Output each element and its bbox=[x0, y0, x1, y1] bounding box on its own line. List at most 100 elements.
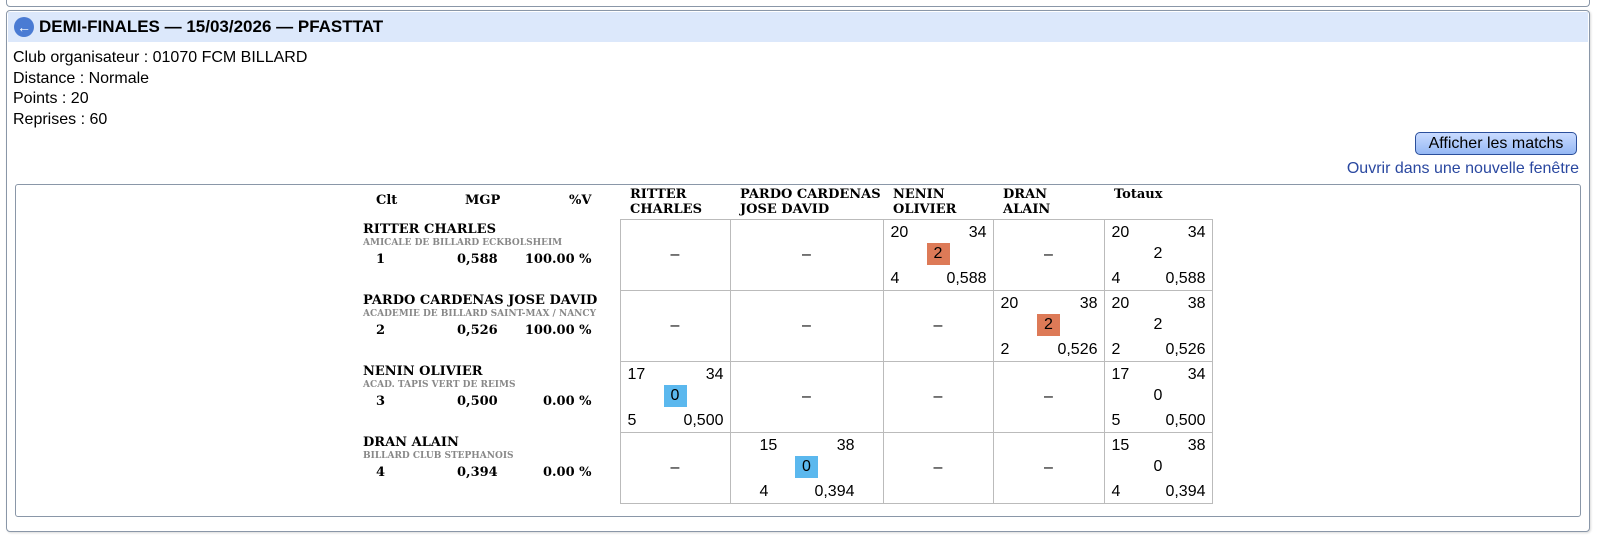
match-points: 20 bbox=[890, 223, 909, 241]
match-average: 0,500 bbox=[683, 411, 724, 429]
player-win-pct: 100.00 % bbox=[524, 323, 592, 338]
total-reprises: 2 bbox=[1111, 340, 1121, 358]
match-caramboles: 38 bbox=[836, 436, 855, 454]
player-mgp: 0,526 bbox=[457, 323, 498, 338]
table-row: PARDO CARDENAS JOSE DAVID ACADEMIE DE BI… bbox=[350, 289, 1213, 362]
table-row: DRAN ALAIN BILLARD CLUB STEPHANOIS 4 0,3… bbox=[350, 431, 1213, 504]
player-rank: 2 bbox=[376, 323, 386, 338]
match-reprises: 4 bbox=[759, 482, 769, 500]
previous-panel-edge bbox=[6, 0, 1590, 7]
player-win-pct: 100.00 % bbox=[524, 252, 592, 267]
total-reprises: 4 bbox=[1111, 269, 1121, 287]
col-header-pv: %V bbox=[569, 193, 592, 208]
player-cell: DRAN ALAIN BILLARD CLUB STEPHANOIS 4 0,3… bbox=[350, 432, 621, 503]
player-name: RITTER CHARLES bbox=[363, 222, 496, 237]
player-name: PARDO CARDENAS JOSE DAVID bbox=[363, 293, 598, 308]
distance: Distance : Normale bbox=[13, 69, 150, 87]
match-cell[interactable]: 15 38 0 4 0,394 bbox=[729, 431, 884, 504]
match-average: 0,588 bbox=[946, 269, 987, 287]
match-cell[interactable]: 17 34 0 5 0,500 bbox=[619, 360, 731, 433]
match-result-badge: 2 bbox=[926, 242, 950, 265]
match-cell[interactable]: 20 38 2 2 0,526 bbox=[992, 289, 1105, 362]
match-reprises: 2 bbox=[1000, 340, 1010, 358]
match-points: 15 bbox=[759, 436, 778, 454]
panel-header: ← DEMI-FINALES — 15/03/2026 — PFASTTAT bbox=[8, 12, 1588, 42]
match-result-badge: 0 bbox=[795, 455, 818, 478]
col-header-player-2: PARDO CARDENAS JOSE DAVID bbox=[740, 187, 881, 217]
match-cell-empty: – bbox=[729, 289, 884, 362]
standings-grid: Clt MGP %V RITTER CHARLES PARDO CARDENAS J… bbox=[350, 183, 1213, 504]
player-name: NENIN OLIVIER bbox=[363, 364, 483, 379]
total-points: 20 bbox=[1111, 223, 1130, 241]
match-average: 0,526 bbox=[1057, 340, 1098, 358]
total-result: 0 bbox=[1153, 457, 1163, 475]
col-header-clt: Clt bbox=[376, 193, 398, 208]
player-win-pct: 0.00 % bbox=[542, 465, 592, 480]
player-mgp: 0,500 bbox=[457, 394, 498, 409]
match-cell-empty: – bbox=[729, 218, 884, 291]
col-header-player-4: DRAN ALAIN bbox=[1003, 187, 1051, 217]
match-cell[interactable]: 20 34 2 4 0,588 bbox=[882, 218, 994, 291]
totals-cell: 17 34 0 5 0,500 bbox=[1103, 360, 1213, 433]
page-title: DEMI-FINALES — 15/03/2026 — PFASTTAT bbox=[39, 17, 384, 36]
tournament-info: Club organisateur : 01070 FCM BILLARD Di… bbox=[13, 48, 307, 130]
match-average: 0,394 bbox=[814, 482, 855, 500]
match-caramboles: 34 bbox=[968, 223, 987, 241]
total-result: 2 bbox=[1153, 315, 1163, 333]
col-header-player-3: NENIN OLIVIER bbox=[893, 187, 957, 217]
match-caramboles: 38 bbox=[1079, 294, 1098, 312]
match-cell-empty: – bbox=[619, 218, 731, 291]
player-rank: 3 bbox=[376, 394, 386, 409]
player-cell: PARDO CARDENAS JOSE DAVID ACADEMIE DE BI… bbox=[350, 290, 621, 361]
col-header-player-1: RITTER CHARLES bbox=[630, 187, 702, 217]
player-win-pct: 0.00 % bbox=[542, 394, 592, 409]
header-player-cell: Clt MGP %V bbox=[350, 183, 620, 219]
match-cell-empty: – bbox=[882, 360, 994, 433]
table-row: RITTER CHARLES AMICALE DE BILLARD ECKBOL… bbox=[350, 218, 1213, 291]
total-reprises: 5 bbox=[1111, 411, 1121, 429]
open-new-window-link[interactable]: Ouvrir dans une nouvelle fenêtre bbox=[1346, 160, 1579, 177]
total-average: 0,500 bbox=[1165, 411, 1206, 429]
player-cell: RITTER CHARLES AMICALE DE BILLARD ECKBOL… bbox=[350, 219, 621, 290]
player-rank: 1 bbox=[376, 252, 386, 267]
match-caramboles: 34 bbox=[705, 365, 724, 383]
match-result-badge: 2 bbox=[1037, 313, 1060, 336]
col-header-totals: Totaux bbox=[1114, 187, 1163, 202]
total-result: 0 bbox=[1153, 386, 1163, 404]
total-caramboles: 34 bbox=[1187, 223, 1206, 241]
player-club: ACADEMIE DE BILLARD SAINT-MAX / NANCY bbox=[363, 309, 596, 319]
standings-frame bbox=[15, 184, 1581, 517]
points: Points : 20 bbox=[13, 90, 89, 107]
match-cell-empty: – bbox=[992, 360, 1105, 433]
show-matches-button[interactable]: Afficher les matchs bbox=[1415, 132, 1577, 155]
total-average: 0,394 bbox=[1165, 482, 1206, 500]
totals-cell: 15 38 0 4 0,394 bbox=[1103, 431, 1213, 504]
total-average: 0,588 bbox=[1165, 269, 1206, 287]
table-row: NENIN OLIVIER ACAD. TAPIS VERT DE REIMS … bbox=[350, 360, 1213, 433]
match-cell-empty: – bbox=[992, 218, 1105, 291]
player-name: DRAN ALAIN bbox=[363, 435, 459, 450]
player-club: AMICALE DE BILLARD ECKBOLSHEIM bbox=[363, 238, 563, 248]
player-club: BILLARD CLUB STEPHANOIS bbox=[363, 451, 514, 461]
totals-cell: 20 38 2 2 0,526 bbox=[1103, 289, 1213, 362]
match-cell-empty: – bbox=[882, 289, 994, 362]
back-arrow-icon[interactable]: ← bbox=[14, 17, 34, 37]
total-result: 2 bbox=[1153, 244, 1163, 262]
total-points: 17 bbox=[1111, 365, 1130, 383]
header-row: Clt MGP %V RITTER CHARLES PARDO CARDENAS J… bbox=[350, 183, 1212, 219]
match-points: 20 bbox=[1000, 294, 1019, 312]
match-cell-empty: – bbox=[992, 431, 1105, 504]
total-points: 20 bbox=[1111, 294, 1130, 312]
reprises: Reprises : 60 bbox=[13, 110, 108, 128]
total-caramboles: 38 bbox=[1187, 436, 1206, 454]
total-reprises: 4 bbox=[1111, 482, 1121, 500]
player-cell: NENIN OLIVIER ACAD. TAPIS VERT DE REIMS … bbox=[350, 361, 621, 432]
player-club: ACAD. TAPIS VERT DE REIMS bbox=[363, 380, 516, 390]
player-mgp: 0,394 bbox=[457, 465, 498, 480]
match-reprises: 5 bbox=[627, 411, 637, 429]
match-points: 17 bbox=[627, 365, 646, 383]
total-caramboles: 34 bbox=[1187, 365, 1206, 383]
total-caramboles: 38 bbox=[1187, 294, 1206, 312]
match-cell-empty: – bbox=[729, 360, 884, 433]
col-header-mgp: MGP bbox=[465, 193, 501, 208]
